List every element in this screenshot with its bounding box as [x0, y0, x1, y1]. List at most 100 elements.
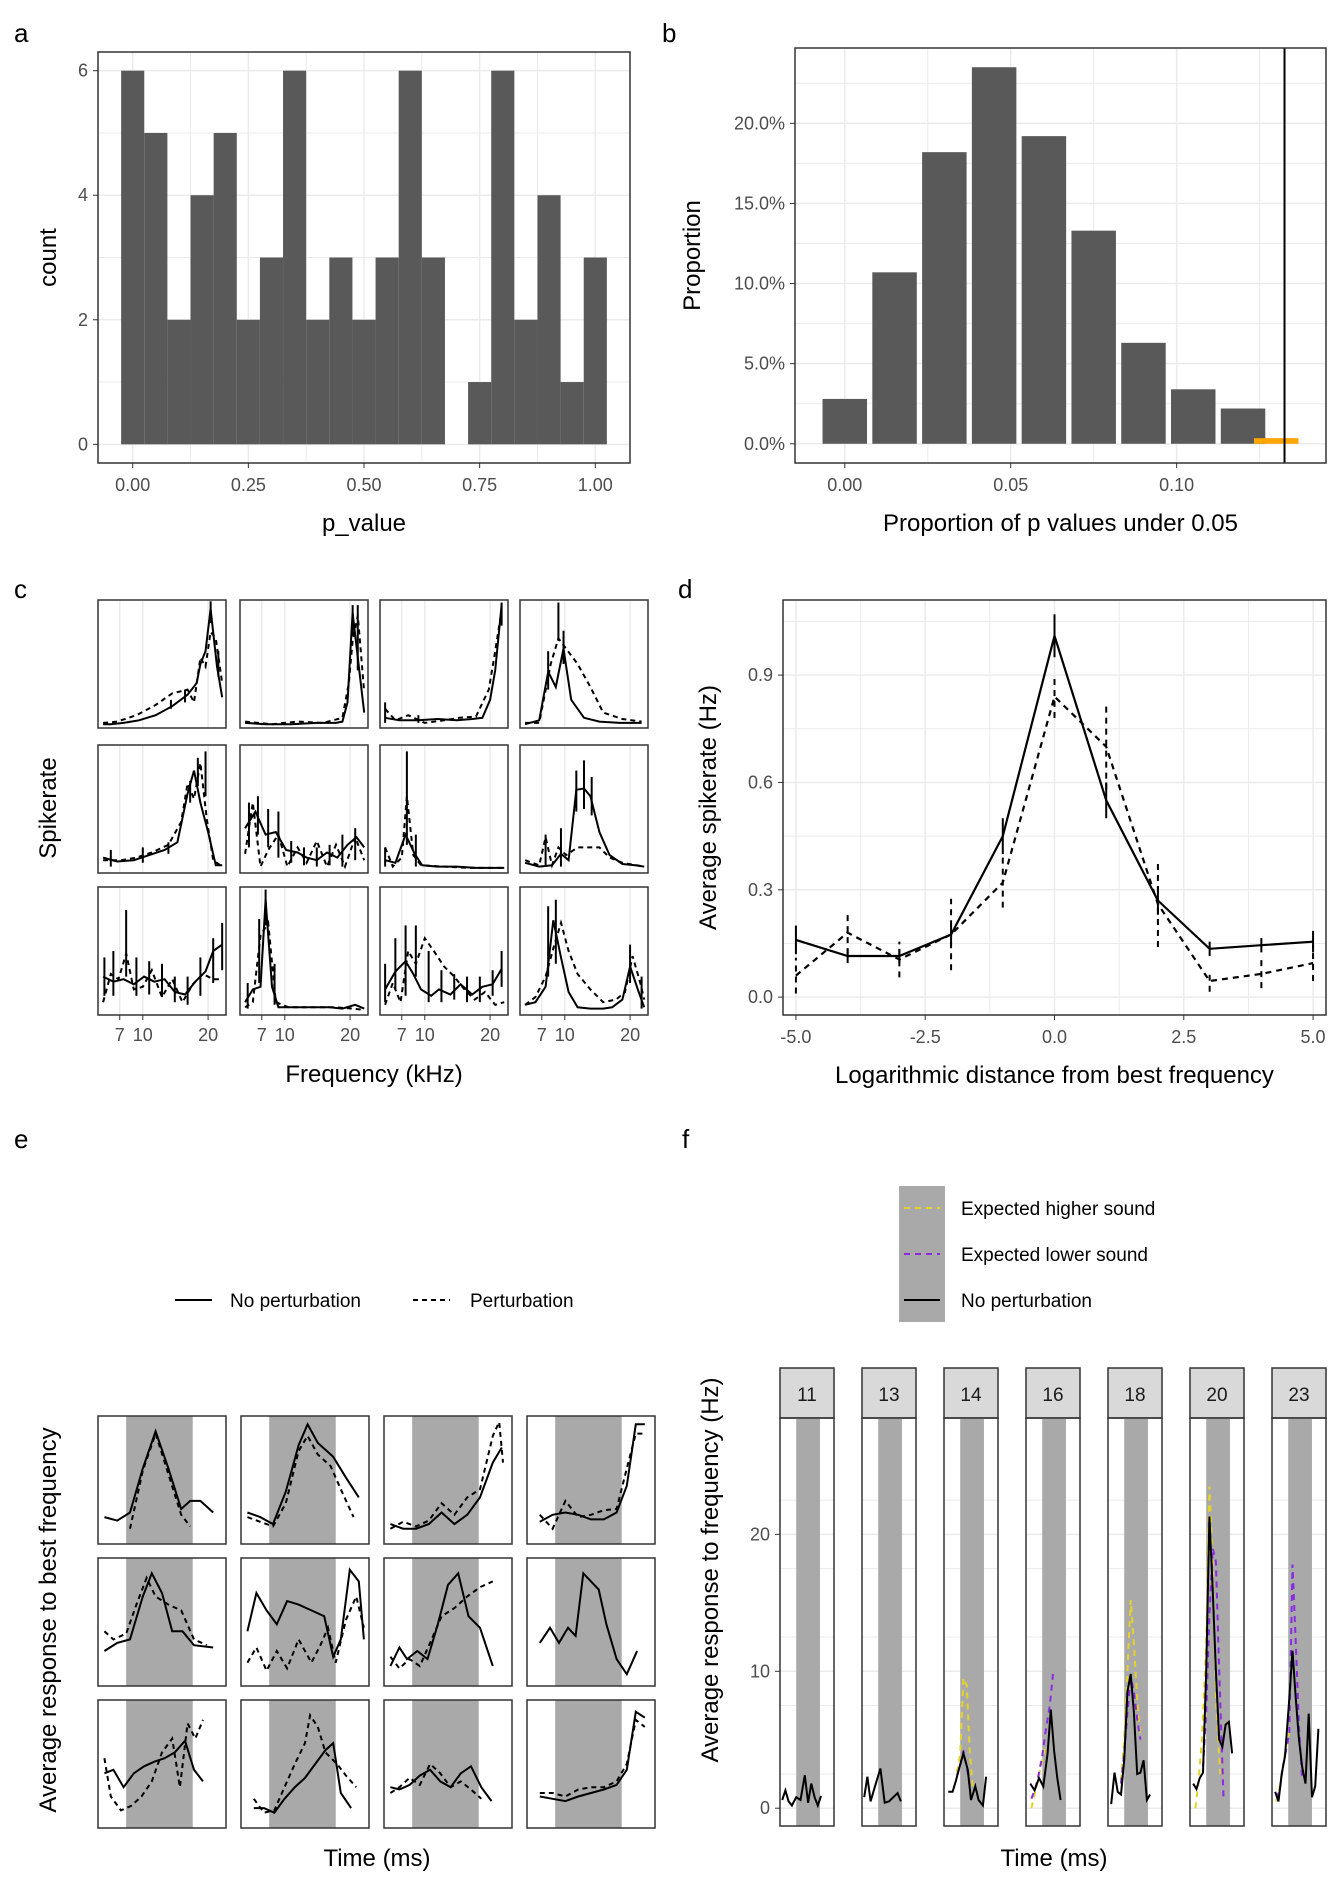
facet-frame: [97, 599, 227, 729]
facet-frame: [1189, 1417, 1245, 1827]
facet-f: 20: [1189, 1367, 1245, 1827]
histogram-bar: [537, 195, 561, 445]
facet-c: [97, 599, 227, 729]
perturbation-line: [246, 1593, 365, 1674]
proportion-bar: [1021, 136, 1067, 444]
histogram-bar: [283, 70, 307, 445]
no-perturbation-line: [1029, 1709, 1062, 1801]
histogram-bar: [468, 382, 492, 445]
x-tick-label: -5.0: [780, 1027, 811, 1047]
no-perturbation-line: [1274, 1650, 1320, 1802]
no-perturbation-line: [104, 1428, 214, 1522]
facet-e: [240, 1415, 370, 1545]
facet-frame: [97, 1557, 227, 1687]
no-perturbation-line: [384, 959, 503, 998]
perturbation-line: [384, 610, 503, 724]
facet-c: 7 10 20: [519, 886, 649, 1045]
stimulus-window: [555, 1416, 622, 1544]
histogram-bar: [583, 257, 607, 445]
facet-c: [379, 744, 509, 874]
y-tick-label: 0: [760, 1798, 770, 1818]
proportion-bar: [971, 67, 1017, 444]
perturbation-line: [795, 694, 1314, 983]
proportion-bar: [1121, 342, 1166, 444]
y-axis-title: Average response to best frequency: [35, 1427, 62, 1812]
facet-strip: [943, 1367, 999, 1419]
no-perturbation-line: [538, 1571, 639, 1677]
facet-c: [239, 599, 369, 729]
stimulus-window: [960, 1418, 984, 1826]
perturbation-line: [384, 796, 505, 869]
facet-frame: [519, 744, 649, 874]
histogram-bar: [329, 257, 353, 445]
histogram-bar: [352, 319, 376, 445]
no-perturbation-line: [539, 1423, 645, 1523]
facet-frame: [526, 1557, 656, 1687]
facet-strip: [1107, 1367, 1163, 1419]
panel-letter-c: c: [14, 574, 27, 604]
y-axis-title: Proportion: [679, 200, 706, 311]
facet-frame: [239, 599, 369, 729]
histogram-bar: [491, 70, 515, 445]
facet-c: 7 10 20: [379, 886, 509, 1045]
stimulus-window: [555, 1558, 622, 1686]
facet-f: 11: [779, 1367, 835, 1827]
facet-c: [519, 744, 649, 874]
x-tick-label: 7: [257, 1025, 267, 1045]
facet-e: [383, 1699, 513, 1829]
no-perturbation-line: [384, 605, 503, 722]
y-axis-title: Spikerate: [35, 757, 62, 858]
histogram-bar: [167, 319, 191, 445]
facet-strip-label: 18: [1124, 1385, 1145, 1406]
proportion-bar: [872, 272, 917, 444]
stimulus-window: [1206, 1418, 1230, 1826]
y-axis-title: Average response to frequency (Hz): [697, 1377, 724, 1762]
no-perturbation-line: [102, 770, 223, 867]
x-tick-label: 20: [340, 1025, 360, 1045]
stimulus-window: [126, 1700, 193, 1828]
histogram-bar: [398, 70, 422, 445]
expected-lower-line: [1202, 1547, 1225, 1798]
stimulus-window: [555, 1700, 622, 1828]
no-perturbation-line: [948, 1749, 988, 1809]
panel-f: Expected higher sound Expected lower soun…: [697, 1186, 1327, 1872]
x-tick-label: 0.50: [346, 475, 381, 495]
proportion-bar: [922, 152, 967, 444]
x-tick-label: 0.0: [1042, 1027, 1067, 1047]
no-perturbation-line: [244, 809, 365, 862]
proportion-bar: [822, 398, 868, 444]
y-tick-label: 10: [750, 1661, 770, 1681]
panel-letter-f: f: [682, 1124, 690, 1154]
no-perturbation-line: [245, 612, 366, 726]
no-perturbation-line: [389, 1571, 494, 1667]
perturbation-line: [247, 1433, 355, 1528]
y-tick-label: 0: [78, 434, 88, 454]
panel-c: 7 10 20 7 10 20 7 10 20 7 10 20 Frequency (kHz) Spike…: [35, 599, 649, 1088]
facet-strip-label: 11: [797, 1385, 817, 1406]
stimulus-window: [796, 1418, 820, 1826]
facet-f: 13: [861, 1367, 917, 1827]
facet-frame: [383, 1415, 513, 1545]
highlight-bar: [1253, 438, 1299, 444]
histogram-bar: [514, 319, 538, 445]
facet-c: [97, 744, 227, 874]
x-tick-label: 10: [133, 1025, 153, 1045]
perturbation-line: [103, 1719, 204, 1812]
x-tick-label: 20: [198, 1025, 218, 1045]
legend-e: No perturbation Perturbation: [175, 1291, 574, 1312]
histogram-bar: [213, 132, 237, 445]
x-tick-label: 10: [415, 1025, 435, 1045]
legend-label: No perturbation: [230, 1291, 361, 1312]
facet-c: [519, 599, 649, 729]
legend-label: Expected lower sound: [961, 1245, 1148, 1266]
x-axis-title: Logarithmic distance from best frequency: [835, 1062, 1274, 1089]
panel-b: 0.00 0.05 0.10 0.0% 5.0% 10.0% 15.0% 20.0% Propo…: [679, 48, 1326, 537]
y-tick-label: 4: [78, 185, 88, 205]
stimulus-window: [126, 1416, 193, 1544]
histogram-bar: [236, 319, 260, 445]
facet-c: 7 10 20: [239, 886, 369, 1045]
no-perturbation-line: [104, 1738, 204, 1790]
facet-frame: [379, 599, 509, 729]
perturbation-line: [252, 1712, 357, 1814]
facet-frame: [97, 1699, 227, 1829]
